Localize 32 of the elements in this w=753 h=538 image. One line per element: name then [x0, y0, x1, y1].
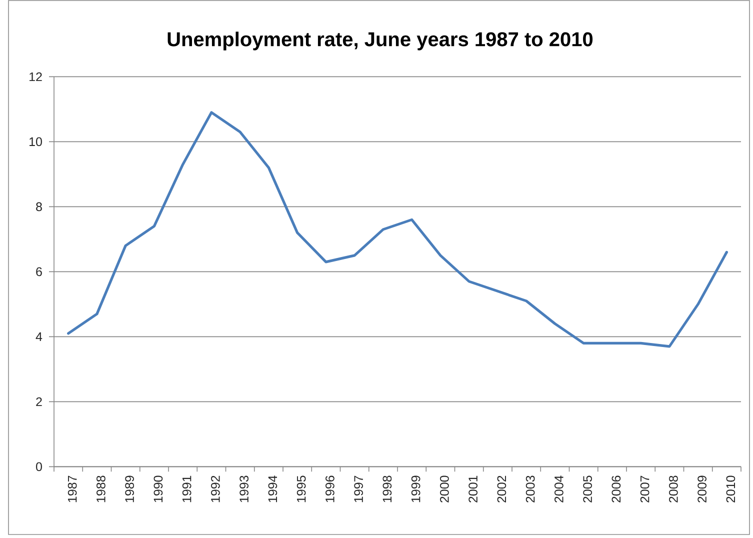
y-tick-label: 2 — [36, 397, 42, 406]
x-tick-label: 2001 — [468, 476, 478, 502]
y-tick-label: 4 — [36, 332, 42, 341]
x-tick-label: 2010 — [726, 476, 736, 502]
x-tick-label: 2006 — [612, 476, 621, 502]
y-tick-label: 12 — [30, 72, 42, 82]
x-tick-label: 1998 — [382, 476, 392, 502]
x-tick-label: 1997 — [354, 476, 363, 502]
y-tick-label: 0 — [36, 462, 42, 472]
x-tick-label: 1996 — [326, 476, 334, 502]
y-tick-label: 10 — [30, 137, 42, 146]
x-tick-label: 1990 — [154, 476, 163, 502]
x-tick-label: 2003 — [526, 476, 535, 502]
x-tick-label: 1992 — [211, 476, 220, 502]
x-tick-label: 2008 — [669, 476, 678, 502]
x-tick-label: 1991 — [182, 476, 192, 502]
y-tick-label: 6 — [36, 267, 42, 276]
x-tick-label: 2004 — [554, 476, 564, 502]
x-tick-label: 2000 — [440, 476, 449, 502]
chart-title: Unemployment rate, June years 1987 to 2010 — [168, 32, 593, 50]
x-tick-label: 1995 — [296, 476, 306, 502]
y-tick-label: 8 — [36, 202, 42, 212]
x-tick-label: 1999 — [411, 476, 420, 502]
x-tick-label: 1993 — [240, 476, 248, 502]
x-tick-label: 2005 — [583, 476, 592, 502]
x-tick-label: 2002 — [497, 476, 506, 502]
x-tick-label: 2007 — [640, 476, 650, 502]
x-tick-label: 2009 — [698, 476, 706, 502]
x-tick-label: 1994 — [268, 476, 278, 502]
x-tick-label: 1987 — [68, 476, 77, 502]
x-tick-label: 1989 — [125, 476, 134, 502]
x-tick-label: 1988 — [96, 476, 106, 502]
